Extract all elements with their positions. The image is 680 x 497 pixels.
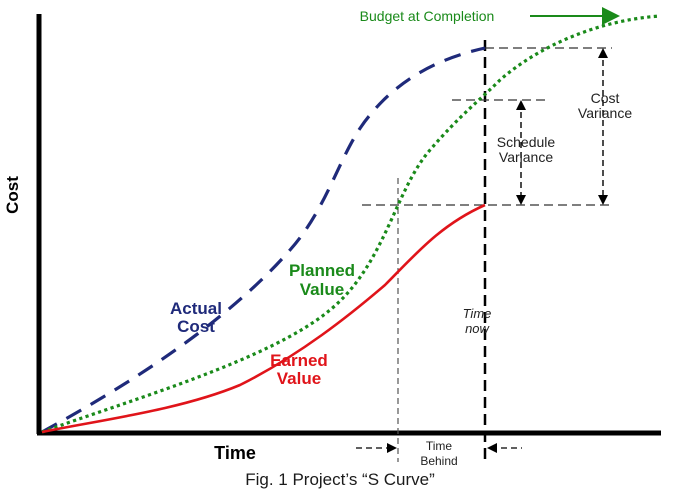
cost-variance-arrowhead-up bbox=[598, 48, 608, 58]
x-axis-label: Time bbox=[214, 443, 256, 463]
time-behind-label-2: Behind bbox=[420, 454, 457, 468]
cost-variance-arrowhead-down bbox=[598, 195, 608, 205]
actual-cost-curve bbox=[41, 46, 486, 434]
time-behind-label-1: Time bbox=[426, 439, 453, 453]
schedule-variance-label-1: Schedule bbox=[497, 134, 556, 150]
schedule-variance-arrowhead-down bbox=[516, 195, 526, 205]
actual-cost-label-1: Actual bbox=[170, 299, 222, 318]
earned-value-label-2: Value bbox=[277, 369, 321, 388]
y-axis-label: Cost bbox=[3, 176, 22, 214]
budget-at-completion-label: Budget at Completion bbox=[360, 8, 495, 24]
time-now-label-1: Time bbox=[463, 306, 492, 321]
planned-value-label-1: Planned bbox=[289, 261, 355, 280]
time-behind-arrowhead-right bbox=[487, 443, 497, 453]
earned-value-label-1: Earned bbox=[270, 351, 328, 370]
time-behind-arrowhead-left bbox=[387, 443, 397, 453]
planned-value-label-2: Value bbox=[300, 280, 344, 299]
schedule-variance-label-2: Variance bbox=[499, 149, 553, 165]
actual-cost-label-2: Cost bbox=[177, 317, 215, 336]
figure-caption: Fig. 1 Project’s “S Curve” bbox=[245, 470, 435, 489]
schedule-variance-arrowhead-up bbox=[516, 100, 526, 110]
cost-variance-label-1: Cost bbox=[591, 90, 620, 106]
cost-variance-label-2: Variance bbox=[578, 105, 632, 121]
time-now-label-2: now bbox=[465, 321, 490, 336]
earned-value-curve bbox=[41, 203, 486, 434]
planned-value-curve bbox=[41, 14, 661, 434]
diagram-canvas: Cost Time Budget at Completion Cost Vari… bbox=[3, 7, 661, 468]
